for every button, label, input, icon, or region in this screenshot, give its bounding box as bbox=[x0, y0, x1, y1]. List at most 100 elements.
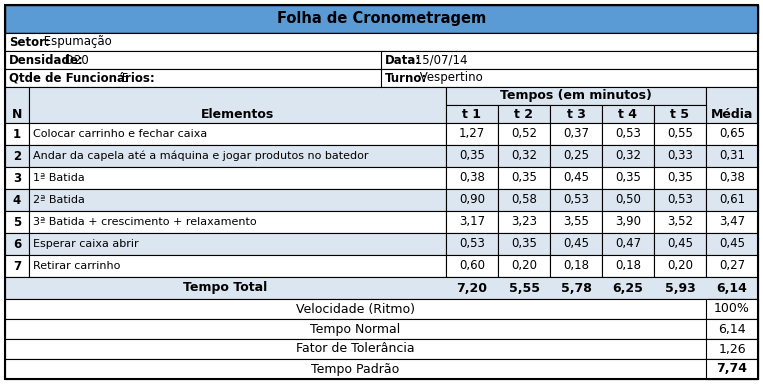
Bar bbox=[706, 233, 758, 255]
Bar bbox=[446, 189, 498, 211]
Text: t 1: t 1 bbox=[462, 107, 481, 121]
Text: 3,23: 3,23 bbox=[511, 215, 537, 229]
Bar bbox=[29, 123, 446, 145]
Text: 0,37: 0,37 bbox=[563, 128, 589, 140]
Text: 0,90: 0,90 bbox=[459, 194, 485, 206]
Text: Qtde de Funcionários:: Qtde de Funcionários: bbox=[9, 71, 155, 85]
Text: 3,55: 3,55 bbox=[563, 215, 589, 229]
Bar bbox=[550, 255, 602, 277]
Text: 0,35: 0,35 bbox=[511, 237, 537, 251]
Text: 0,50: 0,50 bbox=[615, 194, 641, 206]
Text: 100%: 100% bbox=[714, 303, 750, 315]
Text: 5,93: 5,93 bbox=[665, 282, 695, 294]
Text: 0,38: 0,38 bbox=[719, 171, 745, 185]
Text: 7,74: 7,74 bbox=[716, 362, 748, 376]
Text: 0,20: 0,20 bbox=[511, 260, 537, 272]
Text: Tempo Total: Tempo Total bbox=[183, 282, 268, 294]
Bar bbox=[29, 233, 446, 255]
Bar bbox=[654, 145, 706, 167]
Bar bbox=[706, 189, 758, 211]
Text: Fator de Tolerância: Fator de Tolerância bbox=[296, 343, 415, 355]
Text: 0,55: 0,55 bbox=[667, 128, 693, 140]
Bar bbox=[550, 233, 602, 255]
Text: 0,58: 0,58 bbox=[511, 194, 537, 206]
Bar bbox=[706, 299, 758, 319]
Text: 0,18: 0,18 bbox=[615, 260, 641, 272]
Bar bbox=[654, 105, 706, 123]
Text: 0,33: 0,33 bbox=[667, 149, 693, 163]
Text: Turno:: Turno: bbox=[385, 71, 427, 85]
Text: Média: Média bbox=[711, 107, 753, 121]
Text: Data:: Data: bbox=[385, 54, 421, 66]
Bar bbox=[706, 167, 758, 189]
Bar bbox=[446, 233, 498, 255]
Bar bbox=[550, 145, 602, 167]
Bar bbox=[5, 339, 758, 359]
Text: 2ª Batida: 2ª Batida bbox=[33, 195, 85, 205]
Bar bbox=[446, 167, 498, 189]
Text: 0,25: 0,25 bbox=[563, 149, 589, 163]
Text: 3: 3 bbox=[13, 171, 21, 185]
Bar bbox=[706, 359, 758, 379]
Bar bbox=[498, 189, 550, 211]
Bar bbox=[5, 167, 29, 189]
Text: 3,47: 3,47 bbox=[719, 215, 745, 229]
Text: 6,14: 6,14 bbox=[716, 282, 748, 294]
Bar bbox=[446, 123, 498, 145]
Bar bbox=[706, 211, 758, 233]
Text: t 5: t 5 bbox=[671, 107, 690, 121]
Bar bbox=[706, 255, 758, 277]
Bar bbox=[706, 145, 758, 167]
Text: 0,18: 0,18 bbox=[563, 260, 589, 272]
Text: 1,26: 1,26 bbox=[718, 343, 745, 355]
Text: 0,52: 0,52 bbox=[511, 128, 537, 140]
Text: 3,17: 3,17 bbox=[459, 215, 485, 229]
Text: 0,53: 0,53 bbox=[615, 128, 641, 140]
Bar bbox=[29, 167, 446, 189]
Bar bbox=[602, 105, 654, 123]
Text: 5: 5 bbox=[118, 71, 129, 85]
Text: 0,32: 0,32 bbox=[511, 149, 537, 163]
Text: 0,35: 0,35 bbox=[459, 149, 485, 163]
Bar bbox=[706, 339, 758, 359]
Text: Tempo Padrão: Tempo Padrão bbox=[311, 362, 400, 376]
Text: 0,47: 0,47 bbox=[615, 237, 641, 251]
Text: Tempos (em minutos): Tempos (em minutos) bbox=[500, 90, 652, 102]
Text: 0,31: 0,31 bbox=[719, 149, 745, 163]
Text: 7: 7 bbox=[13, 260, 21, 272]
Bar bbox=[29, 87, 446, 123]
Text: Elementos: Elementos bbox=[201, 107, 274, 121]
Bar bbox=[5, 277, 758, 299]
Bar bbox=[654, 211, 706, 233]
Text: 0,60: 0,60 bbox=[459, 260, 485, 272]
Text: 6: 6 bbox=[13, 237, 21, 251]
Bar bbox=[602, 255, 654, 277]
Text: 0,35: 0,35 bbox=[615, 171, 641, 185]
Bar bbox=[602, 233, 654, 255]
Text: 1,27: 1,27 bbox=[459, 128, 485, 140]
Bar bbox=[550, 123, 602, 145]
Text: 5: 5 bbox=[13, 215, 21, 229]
Text: 0,35: 0,35 bbox=[667, 171, 693, 185]
Text: 0,35: 0,35 bbox=[511, 171, 537, 185]
Text: Tempo Normal: Tempo Normal bbox=[311, 322, 401, 336]
Text: D20: D20 bbox=[61, 54, 89, 66]
Bar bbox=[550, 189, 602, 211]
Text: 0,61: 0,61 bbox=[719, 194, 745, 206]
Bar bbox=[498, 255, 550, 277]
Bar bbox=[5, 299, 758, 319]
Text: Setor:: Setor: bbox=[9, 35, 50, 48]
Bar bbox=[5, 5, 758, 33]
Text: Retirar carrinho: Retirar carrinho bbox=[33, 261, 121, 271]
Text: Densidade:: Densidade: bbox=[9, 54, 84, 66]
Text: 3,90: 3,90 bbox=[615, 215, 641, 229]
Bar bbox=[29, 145, 446, 167]
Bar bbox=[498, 167, 550, 189]
Text: 0,32: 0,32 bbox=[615, 149, 641, 163]
Text: 1: 1 bbox=[13, 128, 21, 140]
Bar bbox=[446, 211, 498, 233]
Text: 5,55: 5,55 bbox=[508, 282, 539, 294]
Bar bbox=[5, 51, 758, 69]
Bar bbox=[498, 123, 550, 145]
Bar bbox=[446, 87, 706, 105]
